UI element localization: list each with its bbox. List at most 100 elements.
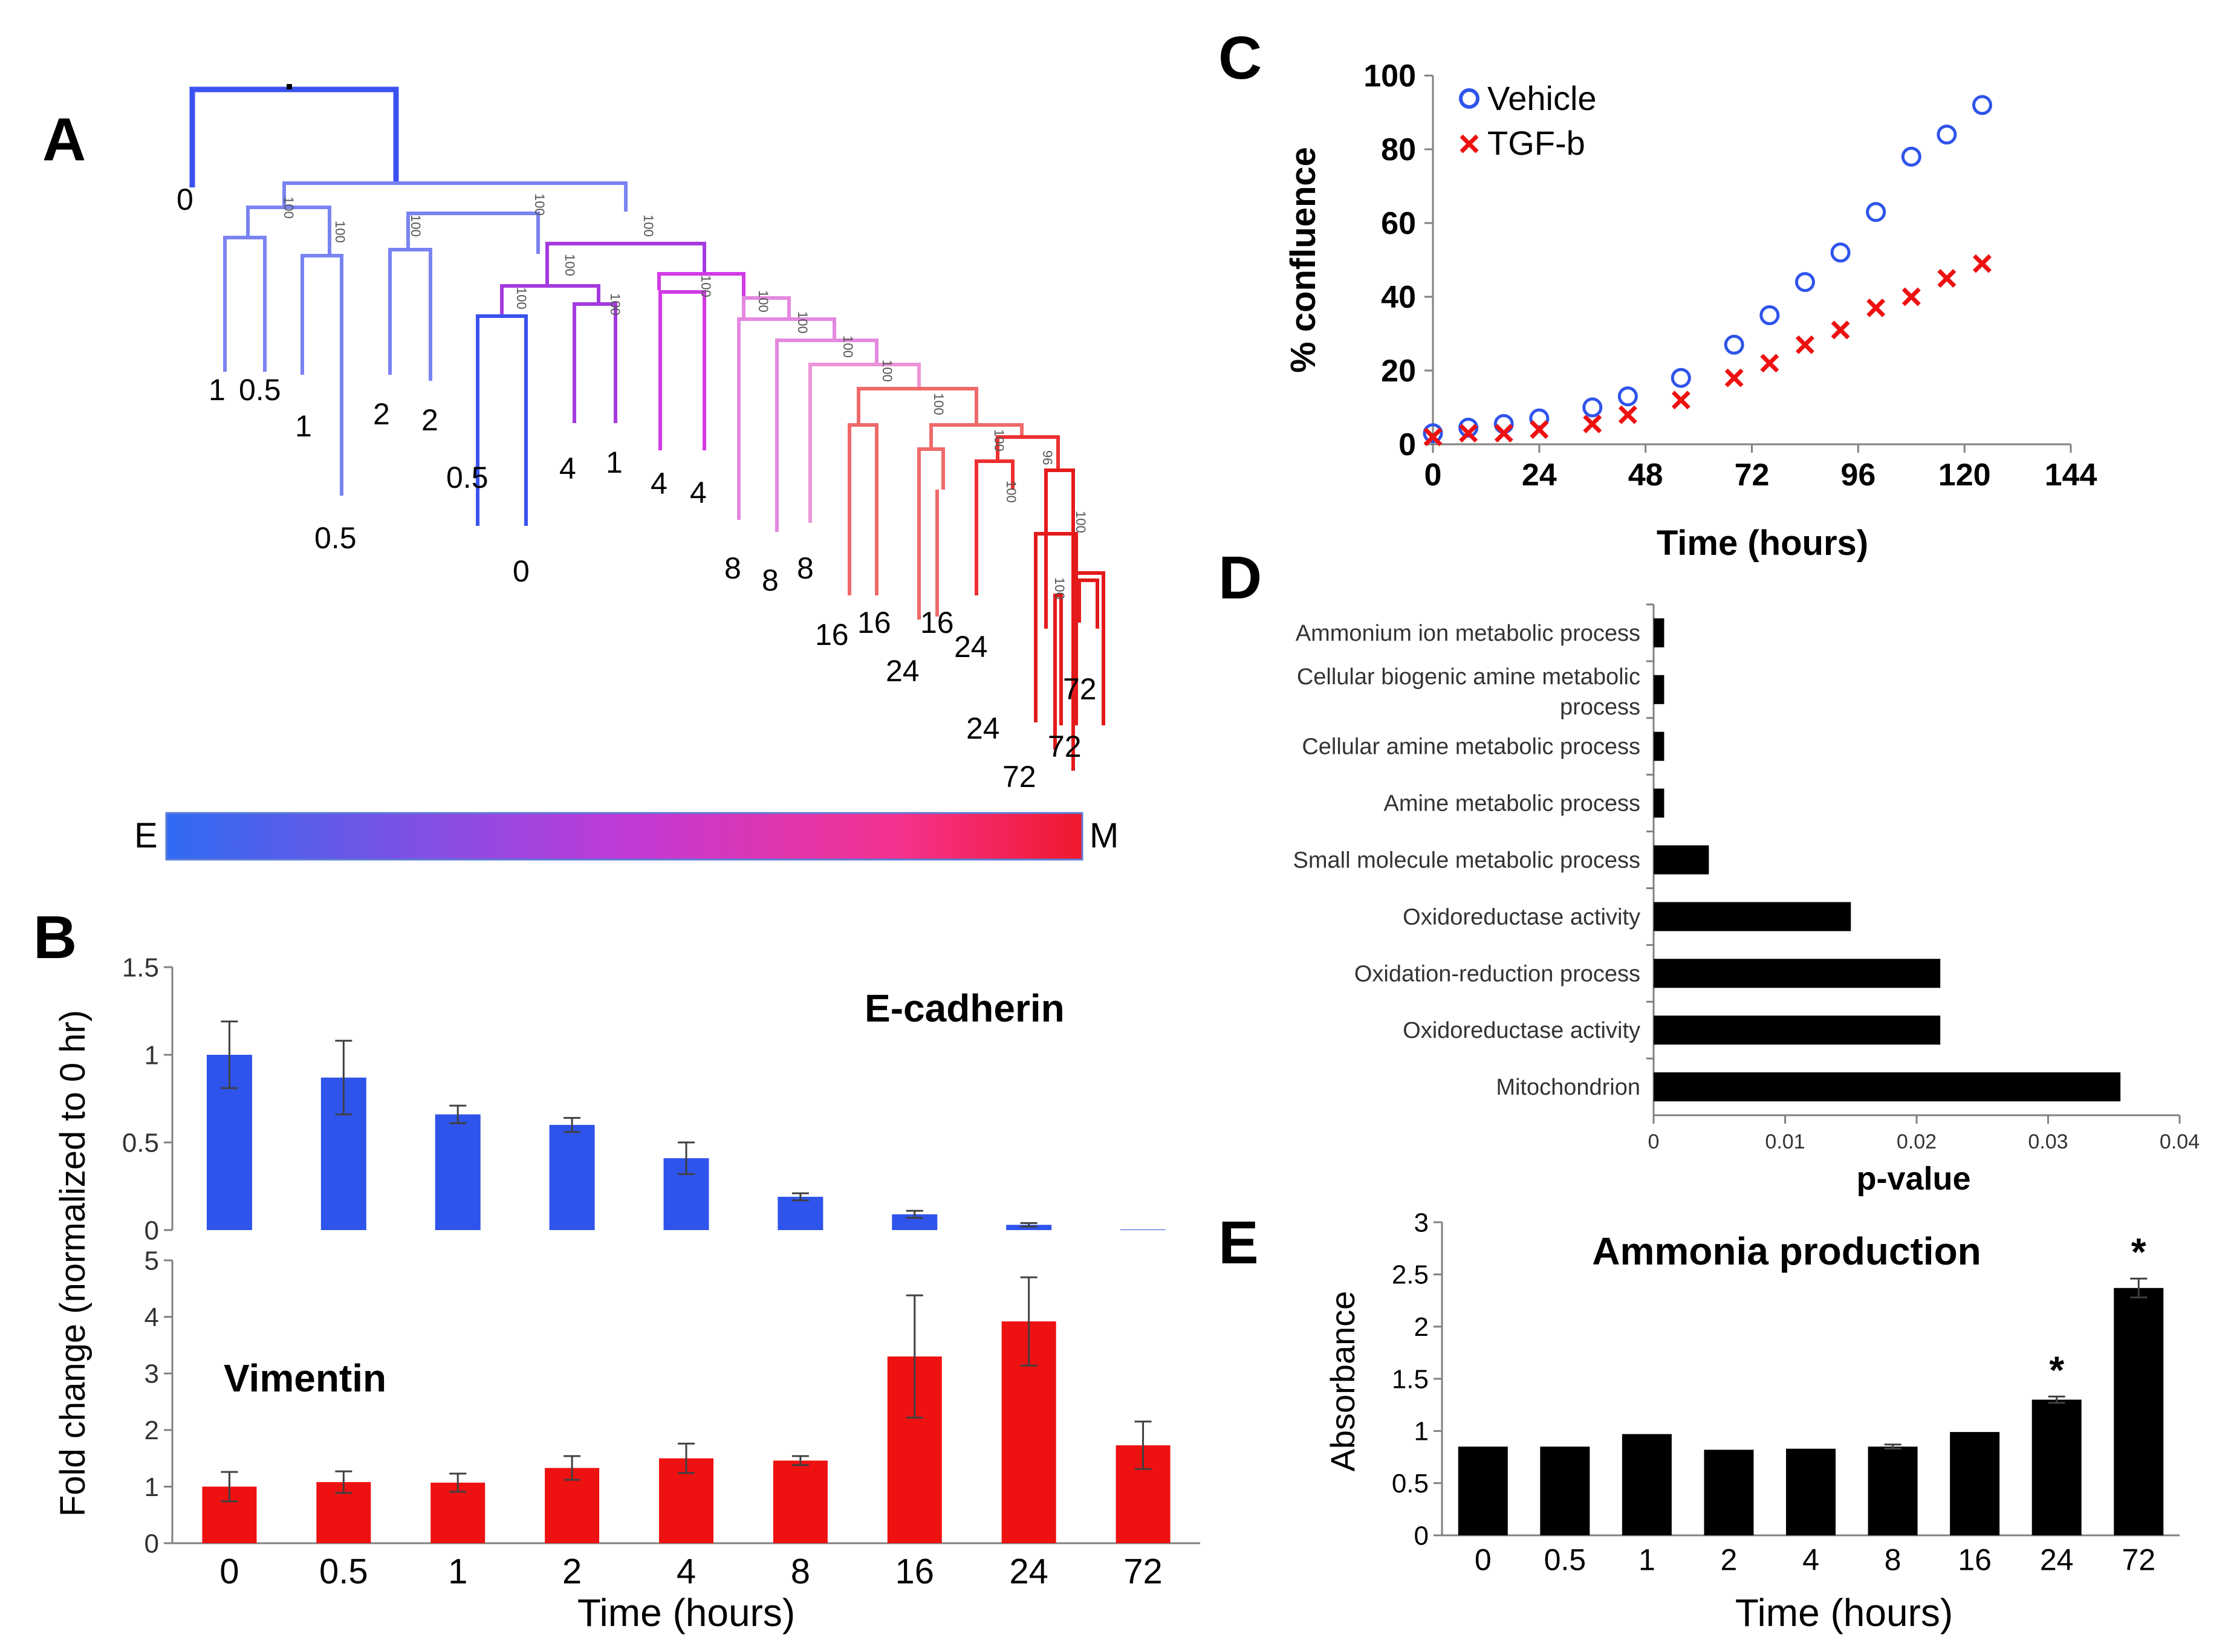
- bootstrap-value: 100: [641, 215, 656, 237]
- leaf-label: 8: [724, 551, 741, 585]
- dendrogram-branch: [545, 242, 706, 284]
- bar: [1654, 788, 1665, 818]
- ammonia-title: Ammonia production: [1592, 1229, 1981, 1273]
- y-tick-label: 1: [1414, 1417, 1429, 1446]
- bar: [2114, 1288, 2164, 1535]
- leaf-label: 1: [606, 445, 623, 479]
- y-tick-label: 0: [1414, 1521, 1429, 1550]
- panel-b-x-axis-label: Time (hours): [577, 1591, 795, 1634]
- y-tick-label: 2.5: [1392, 1260, 1429, 1290]
- tgfb-point: [1583, 414, 1602, 433]
- tgfb-point: [1494, 424, 1513, 443]
- tgfb-point: [1423, 427, 1443, 447]
- bootstrap-value: 100: [281, 196, 296, 219]
- ammonia-axes: 00.511.522.530 0.5 1 2 4 8 16 24 72: [1392, 1208, 2180, 1577]
- bootstrap-value: 96: [1040, 450, 1055, 465]
- y-tick-label: 40: [1381, 280, 1416, 315]
- y-category-label: Oxidation-reduction process: [1354, 961, 1640, 986]
- panel-b-expression: B Fold change (normalized to 0 hr) E-cad…: [33, 904, 1200, 1634]
- em-color-scale-bar: [165, 812, 1083, 861]
- bar: [1654, 959, 1941, 988]
- y-tick-label: 4: [145, 1303, 159, 1332]
- bar: [1654, 675, 1665, 704]
- leaf-label: 2: [421, 403, 438, 437]
- leaf-label: 0.5: [314, 521, 357, 555]
- dendrogram-branch: [775, 338, 879, 532]
- dendrogram-branch: [246, 206, 331, 254]
- bar: [1786, 1448, 1836, 1535]
- dendrogram-leaf-labels: 0 1 0.5 1 0.5 2 2 0.5 0 4 1 4 4 8 8 8 16…: [177, 183, 1097, 794]
- vehicle-point: [1794, 272, 1815, 293]
- bootstrap-value: 100: [608, 293, 623, 316]
- e-cadherin-title: E-cadherin: [865, 986, 1065, 1030]
- vehicle-point: [1972, 95, 1992, 115]
- e-cadherin-bars: [206, 1020, 1166, 1230]
- dendrogram-branch: [1071, 556, 1105, 725]
- panel-a-dendrogram: A 100 100 100 100 100 100 100 100 100 10…: [42, 84, 1119, 861]
- dendrogram-branch: [573, 302, 617, 423]
- x-tick-label: 0.5: [1544, 1543, 1587, 1577]
- x-tick-label: 72: [2122, 1543, 2155, 1577]
- x-tick-label: 0.01: [1765, 1130, 1805, 1153]
- x-tick-label: 0.5: [319, 1552, 368, 1592]
- dendrogram-branch: [1053, 594, 1063, 750]
- y-tick-label: 3: [1414, 1208, 1429, 1237]
- vehicle-point: [1617, 386, 1638, 407]
- tgfb-point: [1724, 368, 1744, 387]
- dendrogram-branch: [1044, 468, 1075, 771]
- x-tick-label: 16: [895, 1552, 935, 1592]
- y-tick-label: 2: [145, 1416, 159, 1445]
- x-tick-label: 72: [1735, 458, 1770, 493]
- dendrogram-branch: [657, 272, 745, 296]
- dendrogram-bootstrap-values: 100 100 100 100 100 100 100 100 100 100 …: [281, 193, 1088, 600]
- vehicle-point: [1937, 125, 1957, 145]
- bootstrap-value: 100: [698, 275, 713, 297]
- tgfb-point: [1530, 420, 1549, 439]
- y-tick-label: 0: [1398, 427, 1416, 462]
- x-tick-label: 0.04: [2160, 1130, 2200, 1153]
- tgfb-point: [1972, 254, 1992, 273]
- dendrogram-branch: [1077, 578, 1099, 629]
- vehicle-point: [1866, 202, 1886, 222]
- x-tick-label: 16: [1958, 1543, 1992, 1577]
- dendrogram-branch: [929, 423, 1024, 447]
- bootstrap-value: 100: [756, 290, 771, 313]
- y-category-label: Amine metabolic process: [1383, 791, 1640, 817]
- legend-tgfb-marker: [1460, 134, 1479, 154]
- bar: [778, 1196, 823, 1230]
- leaf-label: 24: [886, 654, 920, 688]
- panel-e-x-axis-label: Time (hours): [1735, 1591, 1953, 1634]
- dendrogram-branch: [857, 387, 978, 423]
- y-category-label: process: [1560, 695, 1640, 720]
- y-category-label: Mitochondrion: [1496, 1075, 1640, 1100]
- y-category-label: Ammonium ion metabolic process: [1296, 621, 1640, 646]
- bar: [773, 1460, 828, 1543]
- tgfb-point: [1831, 320, 1850, 340]
- x-tick-label: 0: [1648, 1130, 1660, 1153]
- tgfb-point: [1618, 405, 1637, 424]
- bar: [1654, 618, 1665, 647]
- tgfb-point: [1795, 335, 1814, 354]
- x-tick-label: 0: [219, 1552, 239, 1592]
- y-tick-label: 80: [1381, 132, 1416, 167]
- bootstrap-value: 100: [562, 254, 577, 276]
- leaf-label: 0: [177, 183, 193, 216]
- leaf-label: 72: [1048, 730, 1082, 763]
- y-tick-label: 60: [1381, 206, 1416, 241]
- bootstrap-value: 100: [514, 287, 529, 309]
- leaf-label: 1: [295, 409, 312, 443]
- leaf-label: 0: [513, 554, 530, 588]
- x-tick-label: 8: [1885, 1543, 1902, 1577]
- bar: [1654, 845, 1709, 875]
- bootstrap-value: 100: [1073, 511, 1088, 533]
- tgfb-point: [1866, 298, 1886, 317]
- tgfb-point: [1671, 390, 1690, 410]
- bootstrap-value: 100: [880, 360, 895, 382]
- bootstrap-value: 100: [408, 215, 423, 237]
- y-tick-label: 0.5: [122, 1128, 159, 1158]
- leaf-label: 8: [762, 563, 779, 597]
- x-tick-label: 24: [1009, 1552, 1048, 1592]
- dendrogram-branch: [282, 181, 628, 212]
- panel-letter-a: A: [42, 106, 86, 173]
- dendrogram-branch: [737, 317, 836, 520]
